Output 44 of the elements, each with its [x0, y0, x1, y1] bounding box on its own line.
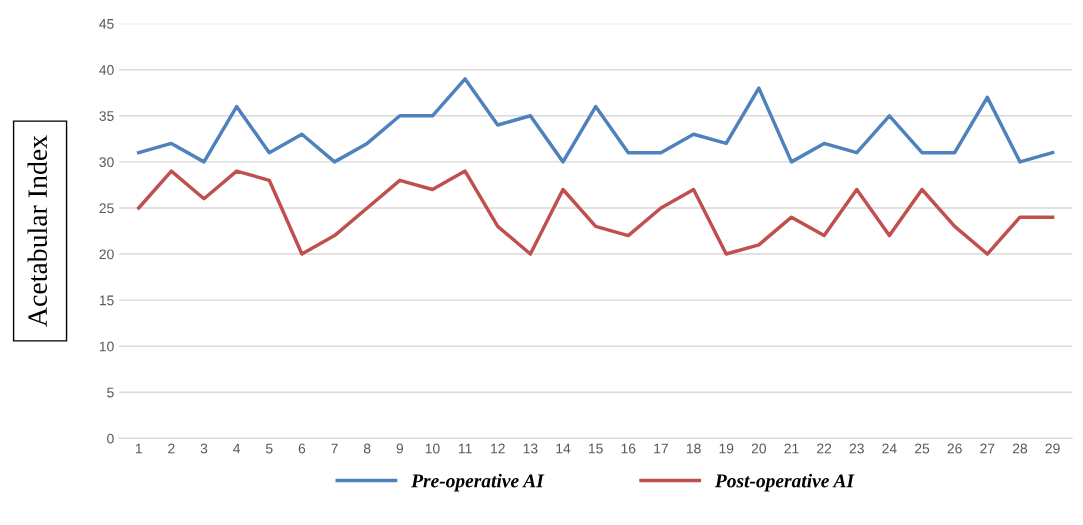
x-tick-label: 28	[1012, 443, 1028, 454]
y-axis-title: Acetabular Index	[27, 135, 48, 327]
y-tick-label: 0	[107, 433, 114, 444]
x-tick-label: 22	[817, 443, 832, 454]
x-tick-label: 2	[168, 443, 175, 454]
y-tick-label: 5	[107, 387, 114, 398]
legend-label: Pre-operative AI	[411, 473, 545, 492]
line-series	[136, 169, 1055, 256]
x-tick-label: 4	[233, 443, 241, 454]
x-tick-label: 19	[719, 443, 734, 454]
x-tick-label: 11	[458, 443, 472, 454]
x-tick-label: 24	[882, 443, 897, 454]
x-tick-label: 12	[491, 443, 505, 454]
y-tick-label: 45	[99, 19, 114, 29]
x-tick-label: 23	[849, 443, 864, 454]
x-tick-label: 14	[556, 443, 571, 454]
x-tick-label: 1	[135, 443, 142, 454]
x-tick-label: 21	[784, 443, 799, 454]
x-tick-label: 26	[947, 443, 962, 454]
x-tick-label: 29	[1045, 443, 1060, 454]
legend-label: Post-operative AI	[714, 473, 855, 492]
x-tick-label: 3	[200, 443, 208, 454]
x-tick-label: 20	[751, 443, 767, 454]
x-tick-label: 6	[298, 443, 306, 454]
x-tick-label: 7	[331, 443, 338, 454]
y-tick-label: 35	[99, 111, 114, 121]
y-tick-label: 30	[99, 157, 114, 168]
y-tick-label: 15	[99, 295, 114, 306]
y-tick-label: 20	[99, 249, 114, 260]
x-tick-label: 10	[425, 443, 440, 454]
x-tick-label: 13	[523, 443, 538, 454]
line-series	[136, 77, 1055, 164]
x-tick-label: 17	[654, 443, 668, 454]
x-tick-label: 9	[396, 443, 404, 454]
x-tick-label: 18	[686, 443, 701, 454]
y-tick-label: 25	[99, 203, 114, 214]
y-tick-label: 40	[99, 65, 114, 75]
x-tick-label: 5	[265, 443, 273, 454]
x-tick-label: 15	[588, 443, 603, 454]
x-tick-label: 16	[621, 443, 636, 454]
x-tick-label: 27	[980, 443, 995, 454]
y-tick-label: 10	[99, 341, 114, 352]
x-tick-label: 8	[363, 443, 371, 454]
x-tick-label: 25	[915, 443, 930, 454]
